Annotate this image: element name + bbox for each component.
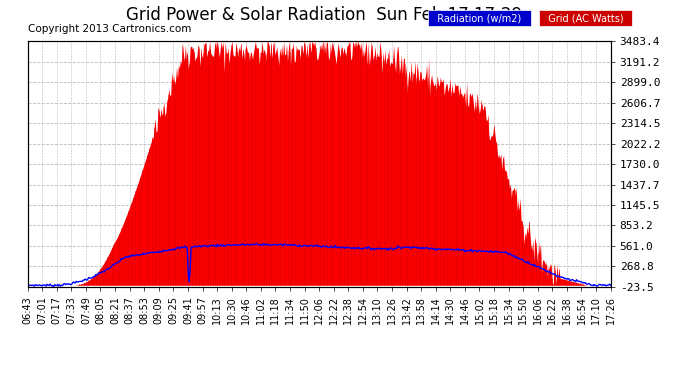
Text: Grid (AC Watts): Grid (AC Watts)	[542, 13, 629, 23]
Text: Copyright 2013 Cartronics.com: Copyright 2013 Cartronics.com	[28, 24, 191, 34]
Text: Grid Power & Solar Radiation  Sun Feb 17 17:29: Grid Power & Solar Radiation Sun Feb 17 …	[126, 6, 522, 24]
Text: Radiation (w/m2): Radiation (w/m2)	[431, 13, 528, 23]
